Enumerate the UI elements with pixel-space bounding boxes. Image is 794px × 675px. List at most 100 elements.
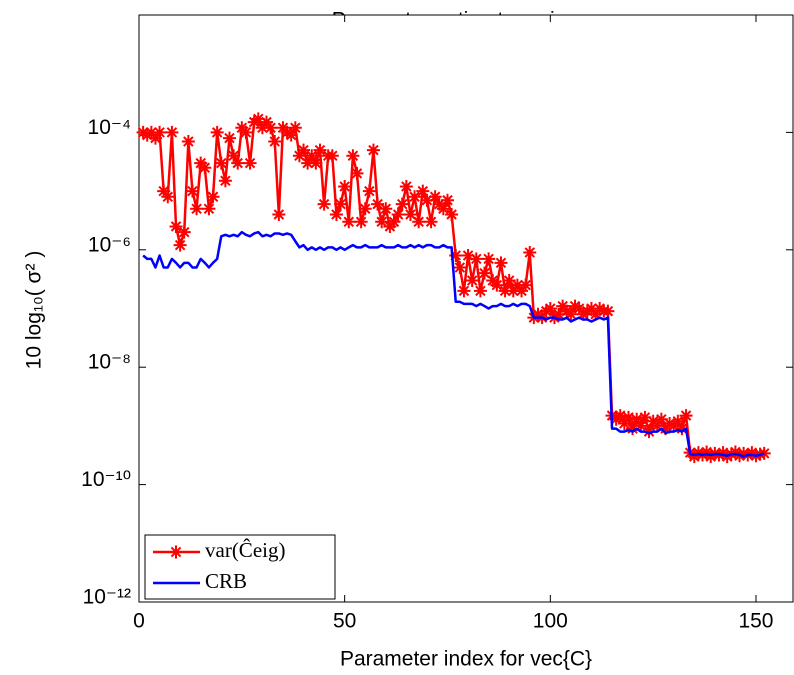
data-marker [280, 125, 294, 139]
data-marker [260, 115, 274, 129]
data-marker [436, 202, 450, 216]
data-marker [593, 302, 607, 315]
data-marker [650, 419, 664, 433]
data-marker [317, 197, 331, 211]
data-marker [658, 422, 672, 436]
x-tick-label: 50 [333, 610, 356, 633]
data-marker [515, 284, 529, 298]
data-marker [301, 156, 315, 170]
data-marker [630, 412, 644, 426]
data-marker [642, 425, 656, 439]
data-marker [165, 125, 179, 139]
data-marker [420, 193, 434, 207]
data-marker [482, 252, 496, 266]
data-marker [478, 266, 492, 280]
plot-area [138, 14, 794, 603]
data-marker [338, 179, 352, 193]
y-tick-label: 10⁻⁶ [88, 233, 131, 256]
data-marker [305, 149, 319, 163]
data-marker [354, 215, 368, 229]
data-marker [490, 278, 504, 292]
data-marker [227, 149, 241, 163]
data-marker [506, 284, 520, 298]
data-marker [519, 278, 533, 292]
data-marker [465, 273, 479, 287]
data-marker [366, 143, 380, 157]
data-marker [144, 125, 158, 139]
x-axis-label: Parameter index for vec{C} [340, 648, 592, 671]
data-marker [387, 215, 401, 229]
data-marker [461, 248, 475, 262]
data-marker [568, 299, 582, 313]
y-tick-label: 10⁻⁴ [88, 116, 131, 139]
data-marker [424, 215, 438, 229]
data-marker [202, 202, 216, 216]
data-marker [654, 412, 668, 426]
data-marker [161, 190, 175, 204]
data-marker [173, 238, 187, 252]
data-marker [626, 422, 640, 436]
y-tick-label: 10⁻¹² [83, 586, 131, 609]
data-marker [621, 410, 635, 424]
data-marker [251, 112, 265, 126]
data-marker [243, 156, 257, 170]
y-axis-label: 10 log₁₀( σ² ) [23, 251, 46, 370]
x-tick-label: 100 [533, 610, 568, 633]
data-marker [255, 121, 269, 135]
data-marker [325, 149, 339, 163]
y-tick-label: 10⁻¹⁰ [81, 468, 131, 491]
data-marker [543, 302, 557, 315]
data-marker [375, 215, 389, 229]
data-marker [284, 128, 298, 142]
data-marker [140, 128, 154, 142]
data-marker [469, 252, 483, 266]
data-marker [181, 134, 195, 148]
data-marker [190, 202, 204, 216]
data-marker [403, 207, 417, 221]
legend-text: CRB [205, 569, 247, 593]
data-marker [457, 284, 471, 298]
data-marker [185, 184, 199, 198]
data-marker [449, 248, 463, 262]
data-marker [679, 409, 693, 423]
data-marker [412, 215, 426, 229]
data-marker [239, 125, 253, 139]
data-marker [358, 202, 372, 216]
data-marker [440, 193, 454, 207]
data-marker [371, 197, 385, 211]
data-marker [523, 245, 537, 259]
data-marker [379, 202, 393, 216]
series-line [142, 230, 765, 458]
data-marker [136, 125, 150, 139]
data-marker [292, 149, 306, 163]
data-marker [399, 179, 413, 193]
data-marker [264, 121, 278, 135]
data-marker [288, 121, 302, 135]
data-marker [297, 143, 311, 157]
data-marker [210, 125, 224, 139]
data-marker [539, 304, 553, 318]
data-marker [737, 446, 751, 460]
data-marker [634, 419, 648, 433]
data-marker [510, 278, 524, 292]
data-marker [177, 225, 191, 239]
data-marker [309, 156, 323, 170]
data-marker [473, 284, 487, 298]
data-marker [408, 190, 422, 204]
data-marker [584, 302, 598, 315]
data-marker [494, 256, 508, 270]
data-marker [157, 184, 171, 198]
data-marker [313, 143, 327, 157]
data-marker [329, 207, 343, 221]
x-tick-label: 150 [738, 610, 773, 633]
data-marker [613, 409, 627, 423]
data-marker [556, 299, 570, 313]
data-marker [362, 184, 376, 198]
data-marker [395, 197, 409, 211]
data-marker [691, 446, 705, 460]
data-marker [334, 197, 348, 211]
data-marker [617, 416, 631, 430]
data-marker [428, 190, 442, 204]
data-marker [268, 134, 282, 148]
